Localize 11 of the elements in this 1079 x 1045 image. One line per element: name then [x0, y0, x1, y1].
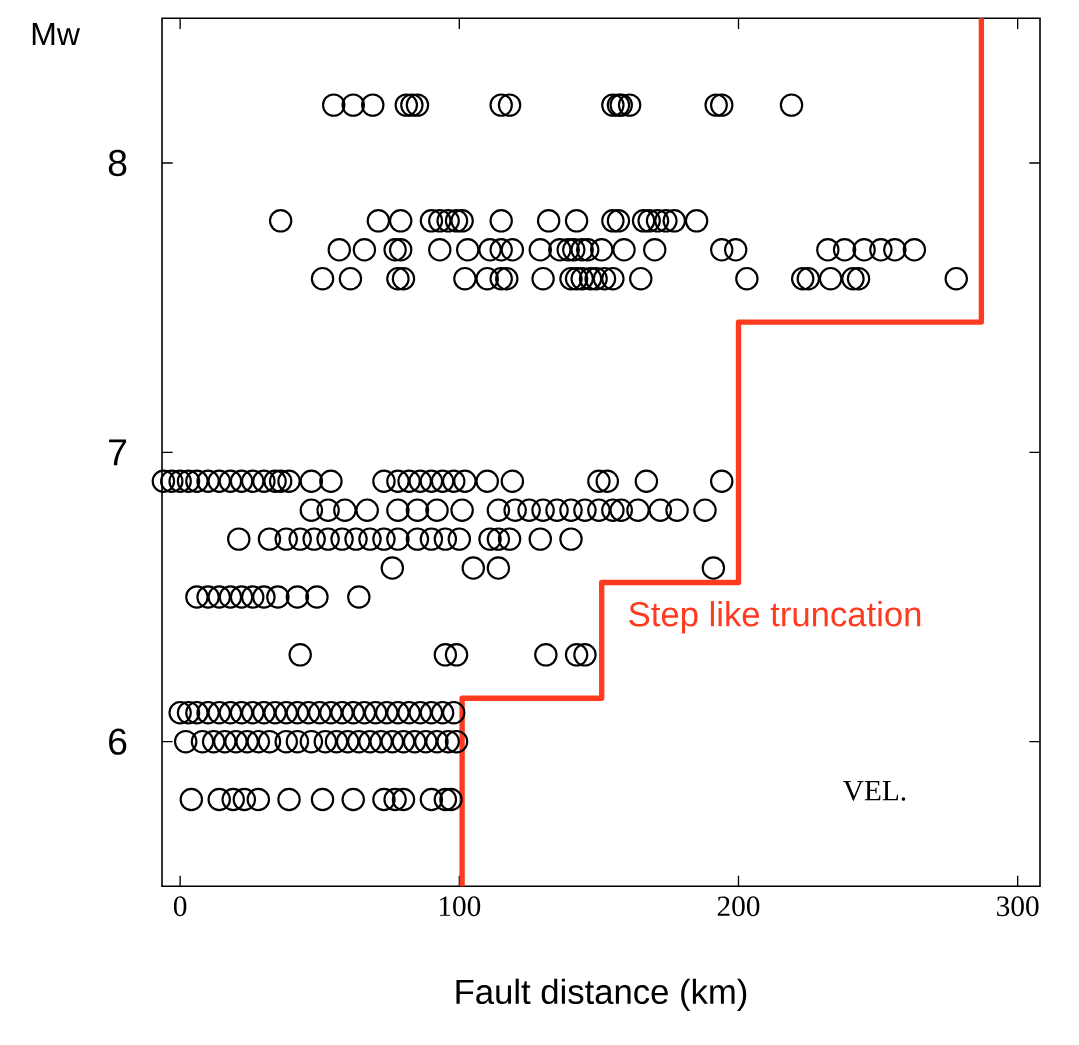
x-tick-label: 200: [717, 896, 760, 917]
x-tick-label: 300: [997, 896, 1039, 917]
y-axis-title: Mw: [32, 23, 81, 46]
y-tick-label: 8: [108, 149, 127, 177]
annotation: Step like truncation: [629, 601, 921, 634]
annotation: VEL.: [843, 781, 906, 801]
y-tick-label: 6: [109, 728, 127, 755]
y-tick-label: 7: [109, 439, 127, 466]
x-tick-label: 0: [173, 896, 187, 917]
x-axis-title: Fault distance (km): [456, 978, 747, 1011]
x-tick-label: 100: [439, 896, 481, 917]
